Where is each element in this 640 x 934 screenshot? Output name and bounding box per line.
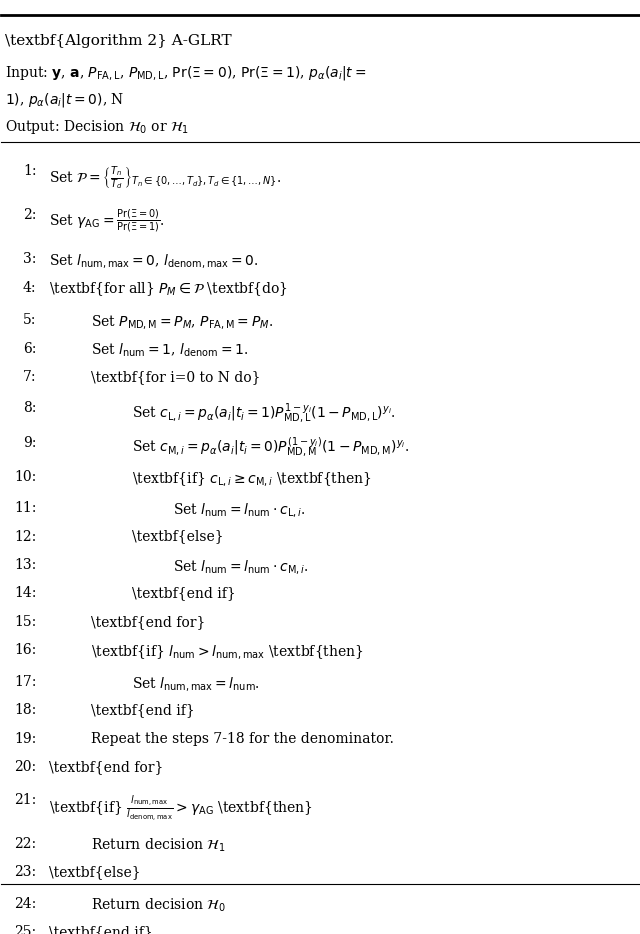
Text: 11:: 11: — [14, 501, 36, 515]
Text: \textbf{else}: \textbf{else} — [132, 530, 223, 544]
Text: Output: Decision $\mathcal{H}_0$ or $\mathcal{H}_1$: Output: Decision $\mathcal{H}_0$ or $\ma… — [4, 119, 189, 136]
Text: 2:: 2: — [23, 208, 36, 222]
Text: 21:: 21: — [14, 793, 36, 807]
Text: 16:: 16: — [14, 644, 36, 658]
Text: 4:: 4: — [23, 280, 36, 294]
Text: 12:: 12: — [14, 530, 36, 544]
Text: 22:: 22: — [14, 837, 36, 851]
Text: 10:: 10: — [14, 470, 36, 484]
Text: 6:: 6: — [23, 342, 36, 356]
Text: \textbf{end for}: \textbf{end for} — [91, 615, 205, 629]
Text: 9:: 9: — [23, 435, 36, 449]
Text: \textbf{end if}: \textbf{end if} — [49, 926, 153, 934]
Text: 23:: 23: — [14, 866, 36, 880]
Text: 3:: 3: — [23, 252, 36, 266]
Text: Set $P_{\mathrm{MD,M}} = P_M$, $P_{\mathrm{FA,M}} = P_M$.: Set $P_{\mathrm{MD,M}} = P_M$, $P_{\math… — [91, 313, 273, 332]
Text: Set $l_{\mathrm{num}} = l_{\mathrm{num}} \cdot c_{\mathrm{L},i}$.: Set $l_{\mathrm{num}} = l_{\mathrm{num}}… — [173, 501, 306, 519]
Text: \textbf{if} $c_{\mathrm{L},i} \geq c_{\mathrm{M},i}$ \textbf{then}: \textbf{if} $c_{\mathrm{L},i} \geq c_{\m… — [132, 470, 372, 488]
Text: 7:: 7: — [23, 370, 36, 384]
Text: $1)$, $p_{\alpha}(a_i|t=0)$, N: $1)$, $p_{\alpha}(a_i|t=0)$, N — [4, 92, 124, 109]
Text: 18:: 18: — [14, 703, 36, 717]
Text: \textbf{end if}: \textbf{end if} — [91, 703, 195, 717]
Text: 1:: 1: — [23, 163, 36, 177]
Text: \textbf{end if}: \textbf{end if} — [132, 587, 236, 601]
Text: 8:: 8: — [23, 402, 36, 416]
Text: Input: $\mathbf{y}$, $\mathbf{a}$, $P_{\mathrm{FA,L}}$, $P_{\mathrm{MD,L}}$, $\P: Input: $\mathbf{y}$, $\mathbf{a}$, $P_{\… — [4, 64, 366, 82]
Text: Return decision $\mathcal{H}_0$: Return decision $\mathcal{H}_0$ — [91, 897, 225, 914]
Text: 20:: 20: — [14, 760, 36, 774]
Text: \textbf{else}: \textbf{else} — [49, 866, 141, 880]
Text: \textbf{end for}: \textbf{end for} — [49, 760, 164, 774]
Text: 5:: 5: — [23, 313, 36, 327]
Text: Set $l_{\mathrm{num}} = l_{\mathrm{num}} \cdot c_{\mathrm{M},i}$.: Set $l_{\mathrm{num}} = l_{\mathrm{num}}… — [173, 558, 309, 576]
Text: 14:: 14: — [14, 587, 36, 601]
Text: Repeat the steps 7-18 for the denominator.: Repeat the steps 7-18 for the denominato… — [91, 731, 394, 745]
Text: 13:: 13: — [14, 558, 36, 572]
Text: 19:: 19: — [14, 731, 36, 745]
Text: \textbf{if} $l_{\mathrm{num}} > l_{\mathrm{num,max}}$ \textbf{then}: \textbf{if} $l_{\mathrm{num}} > l_{\math… — [91, 644, 364, 661]
Text: Set $c_{\mathrm{L},i} = p_{\alpha}(a_i|t_i=1)P_{\mathrm{MD,L}}^{1-y_i}(1-P_{\mat: Set $c_{\mathrm{L},i} = p_{\alpha}(a_i|t… — [132, 402, 396, 426]
Text: \textbf{for all} $P_M \in \mathcal{P}$ \textbf{do}: \textbf{for all} $P_M \in \mathcal{P}$ \… — [49, 280, 288, 298]
Text: Set $\gamma_{\mathrm{AG}} = \frac{\Pr(\Xi=0)}{\Pr(\Xi=1)}$.: Set $\gamma_{\mathrm{AG}} = \frac{\Pr(\X… — [49, 208, 165, 235]
Text: Set $l_{\mathrm{num}} = 1$, $l_{\mathrm{denom}} = 1$.: Set $l_{\mathrm{num}} = 1$, $l_{\mathrm{… — [91, 342, 248, 359]
Text: 24:: 24: — [14, 897, 36, 911]
Text: \textbf{for i=0 to N do}: \textbf{for i=0 to N do} — [91, 370, 260, 384]
Text: Set $l_{\mathrm{num,max}} = l_{\mathrm{num}}$.: Set $l_{\mathrm{num,max}} = l_{\mathrm{n… — [132, 674, 260, 693]
Text: Set $l_{\mathrm{num,max}} = 0$, $l_{\mathrm{denom,max}} = 0$.: Set $l_{\mathrm{num,max}} = 0$, $l_{\mat… — [49, 252, 259, 270]
Text: 15:: 15: — [14, 615, 36, 629]
Text: \textbf{if} $\frac{l_{\mathrm{num,max}}}{l_{\mathrm{denom,max}}} > \gamma_{\math: \textbf{if} $\frac{l_{\mathrm{num,max}}}… — [49, 793, 313, 823]
Text: Return decision $\mathcal{H}_1$: Return decision $\mathcal{H}_1$ — [91, 837, 225, 855]
Text: Set $c_{\mathrm{M},i} = p_{\alpha}(a_i|t_i=0)P_{\mathrm{MD,M}}^{(1-y_i)}(1-P_{\m: Set $c_{\mathrm{M},i} = p_{\alpha}(a_i|t… — [132, 435, 410, 460]
Text: 17:: 17: — [14, 674, 36, 688]
Text: 25:: 25: — [14, 926, 36, 934]
Text: \textbf{Algorithm 2} A-GLRT: \textbf{Algorithm 2} A-GLRT — [4, 35, 231, 49]
Text: Set $\mathcal{P} = \left\{\frac{T_n}{T_d}\right\}_{T_n \in \{0,\ldots,T_d\},T_d : Set $\mathcal{P} = \left\{\frac{T_n}{T_d… — [49, 163, 282, 191]
